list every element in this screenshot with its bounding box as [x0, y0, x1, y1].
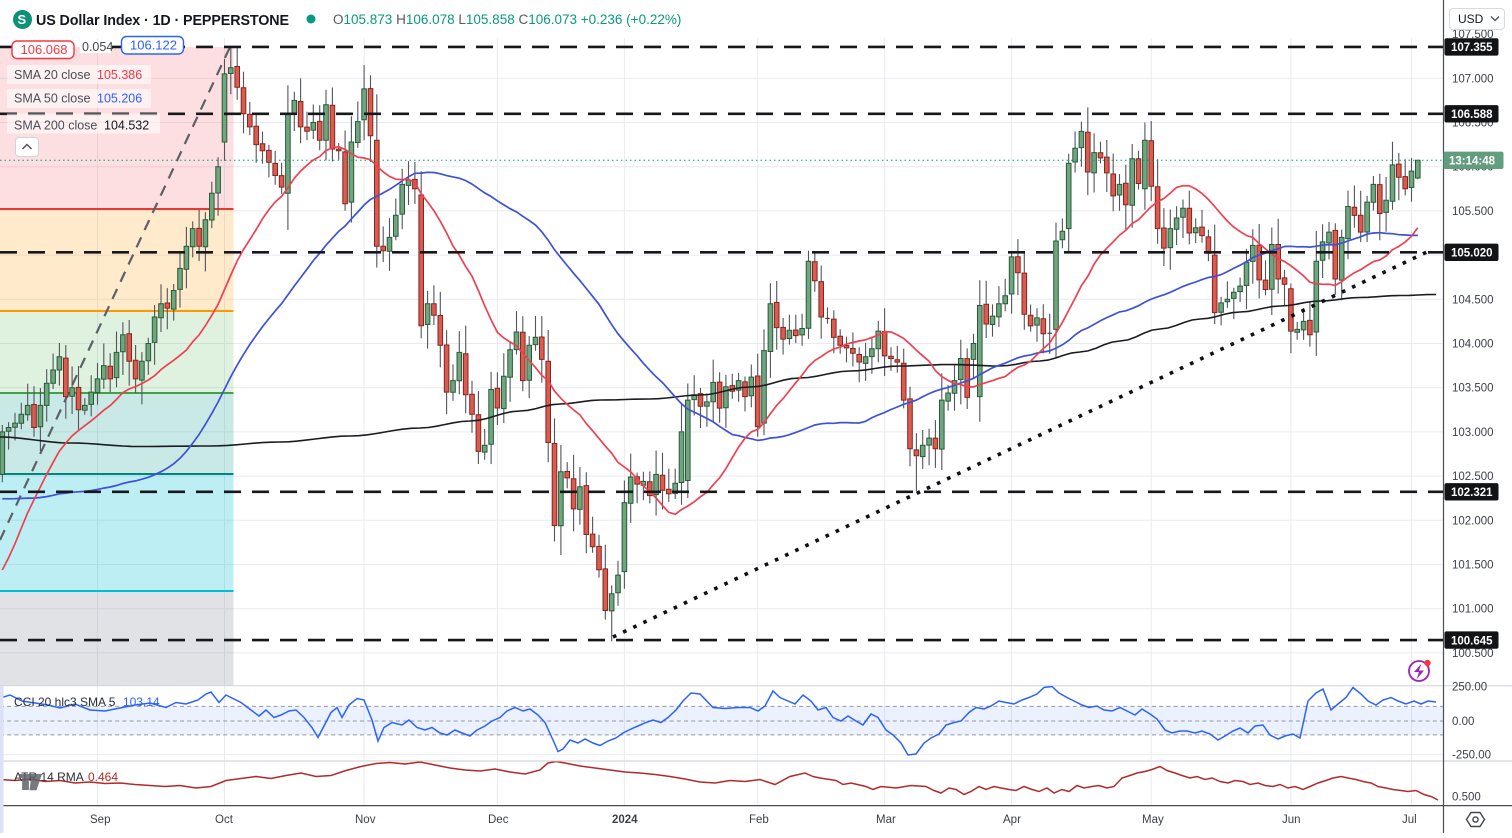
svg-text:107.000: 107.000	[1452, 73, 1494, 85]
svg-text:CCI 20 hlc3 SMA 5: CCI 20 hlc3 SMA 5	[14, 695, 116, 709]
svg-text:101.000: 101.000	[1452, 604, 1494, 616]
svg-text:0.054: 0.054	[82, 40, 113, 54]
svg-text:102.321: 102.321	[1451, 487, 1493, 499]
svg-text:105.500: 105.500	[1452, 206, 1494, 218]
svg-text:103.000: 103.000	[1452, 427, 1494, 439]
svg-text:104.500: 104.500	[1452, 294, 1494, 306]
svg-text:100.500: 100.500	[1452, 648, 1494, 660]
svg-text:105.206: 105.206	[97, 92, 142, 106]
svg-text:S: S	[18, 12, 27, 27]
svg-text:Mar: Mar	[876, 814, 896, 826]
svg-text:Sep: Sep	[90, 814, 110, 826]
svg-text:Apr: Apr	[1003, 814, 1021, 826]
svg-text:Feb: Feb	[749, 814, 769, 826]
svg-text:103.500: 103.500	[1452, 383, 1494, 395]
svg-text:103.14: 103.14	[123, 695, 160, 709]
svg-text:Dec: Dec	[488, 814, 509, 826]
svg-text:USD: USD	[1458, 12, 1484, 26]
svg-text:May: May	[1142, 814, 1164, 826]
svg-text:105.386: 105.386	[97, 68, 142, 82]
svg-text:107.500: 107.500	[1452, 29, 1494, 41]
svg-text:13:14:48: 13:14:48	[1449, 156, 1496, 168]
svg-text:104.000: 104.000	[1452, 339, 1494, 351]
svg-text:0.500: 0.500	[1452, 792, 1481, 804]
svg-text:250.00: 250.00	[1452, 682, 1487, 694]
svg-text:O105.873 H106.078 L105.858 C10: O105.873 H106.078 L105.858 C106.073 +0.2…	[333, 12, 681, 27]
svg-text:0.00: 0.00	[1452, 716, 1474, 728]
svg-text:Oct: Oct	[215, 814, 234, 826]
svg-text:Nov: Nov	[355, 814, 376, 826]
svg-text:SMA 50 close: SMA 50 close	[14, 92, 90, 106]
svg-text:104.532: 104.532	[104, 118, 149, 132]
svg-text:Jun: Jun	[1282, 814, 1301, 826]
svg-text:106.122: 106.122	[130, 38, 177, 53]
svg-text:102.500: 102.500	[1452, 471, 1494, 483]
svg-text:100.645: 100.645	[1451, 635, 1493, 647]
svg-text:SMA 200 close: SMA 200 close	[14, 118, 97, 132]
svg-text:US Dollar Index · 1D · PEPPERS: US Dollar Index · 1D · PEPPERSTONE	[36, 13, 289, 29]
svg-text:0.464: 0.464	[88, 770, 118, 784]
svg-text:106.068: 106.068	[21, 42, 68, 57]
svg-text:2024: 2024	[612, 814, 638, 826]
svg-text:-250.00: -250.00	[1452, 750, 1491, 762]
svg-text:102.000: 102.000	[1452, 515, 1494, 527]
svg-text:107.355: 107.355	[1451, 42, 1493, 54]
svg-text:101.500: 101.500	[1452, 560, 1494, 572]
svg-text:Jul: Jul	[1402, 814, 1417, 826]
svg-text:106.588: 106.588	[1451, 109, 1493, 121]
svg-text:SMA 20 close: SMA 20 close	[14, 68, 90, 82]
svg-text:105.020: 105.020	[1451, 248, 1493, 260]
